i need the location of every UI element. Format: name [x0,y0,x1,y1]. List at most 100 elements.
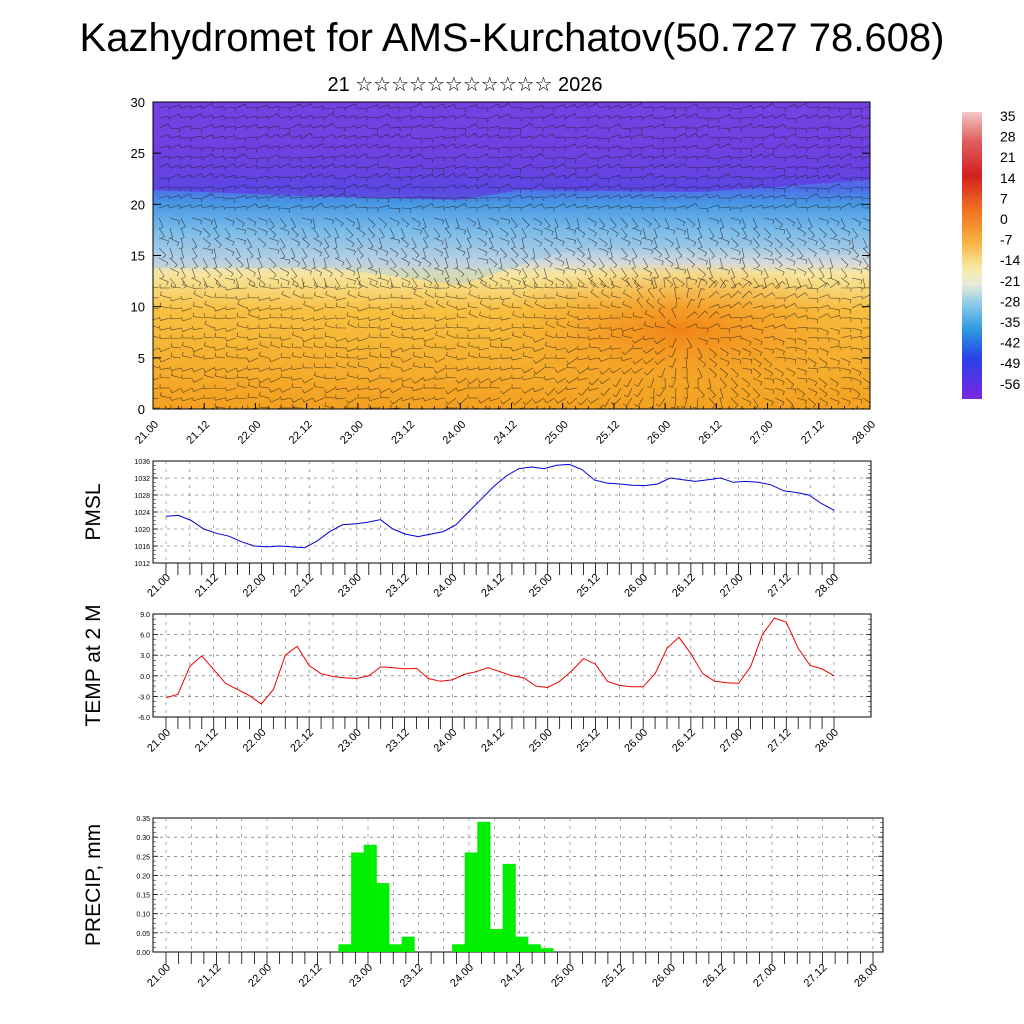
wind-barb-flag [159,358,162,363]
wind-barb [268,186,279,189]
wind-barb-flag [826,250,829,256]
wind-barb [611,347,622,350]
wind-barb-flag [496,221,499,226]
wind-barb [378,123,389,129]
wind-barb [818,174,829,179]
wind-barb-flag [610,291,613,296]
wind-barb-flag [848,241,851,246]
wind-barb [818,357,828,364]
wind-barb [565,143,576,149]
wind-barb [532,127,544,129]
wind-barb-flag [353,251,356,256]
wind-barb-flag [456,366,458,371]
wind-barb [334,204,345,209]
wind-barb [653,227,658,238]
wind-barb [499,237,510,242]
wind-barb-flag [489,379,492,383]
wind-barb-flag [507,281,510,286]
wind-barb-flag [633,256,638,259]
wind-barb-flag [387,134,390,139]
wind-barb-flag [706,193,709,198]
wind-barb [477,247,488,253]
wind-barb [281,397,292,401]
wind-barb-flag [159,302,162,307]
wind-barb [631,257,636,268]
wind-barb-flag [300,176,302,181]
wind-barb [280,356,292,359]
wind-barb [829,164,840,169]
wind-barb [637,387,644,397]
wind-barb-flag [413,361,415,366]
wind-barb-flag [865,266,869,269]
wind-barb-flag [398,133,401,138]
wind-barb [193,397,204,402]
wind-barb-flag [691,254,695,258]
wind-barb [675,247,683,257]
wind-barb [535,367,545,375]
wind-barb-flag [467,366,469,371]
wind-barb [631,153,642,159]
wind-barb-flag [214,346,216,351]
wind-barb [730,357,741,361]
wind-barb [752,204,763,209]
wind-barb [752,327,763,331]
wind-barb [224,125,235,129]
wind-barb [433,156,444,159]
wind-barb-flag [740,325,742,330]
wind-barb-flag [204,281,206,286]
wind-barb [402,386,413,389]
x-tick-label: 21.12 [184,419,212,447]
wind-barb-flag [314,281,316,286]
wind-barb-flag [827,277,832,279]
wind-barb-flag [794,389,797,394]
wind-barb-flag [358,246,363,249]
wind-barb [290,196,302,199]
wind-barb [862,303,870,309]
wind-barb [301,237,310,245]
wind-barb [380,307,391,311]
wind-barb [159,377,171,379]
wind-barb-flag [817,175,819,180]
wind-barb-flag [817,368,819,373]
wind-barb [490,337,501,342]
wind-barb [818,206,829,209]
wind-barb-flag [293,275,298,279]
wind-barb [697,247,707,254]
wind-barb-flag [166,281,169,286]
wind-barb [697,387,705,396]
wind-barb [661,367,666,378]
wind-barb [796,227,806,234]
wind-barb-flag [167,240,169,245]
x-tick-label: 28.00 [850,419,878,447]
wind-barb-flag [597,164,599,169]
y-tick-label: 5 [138,351,145,366]
wind-barb [191,173,202,179]
wind-barb [851,295,862,299]
wind-barb [292,346,303,349]
wind-barb [455,144,466,149]
wind-barb-flag [344,114,346,119]
wind-barb [603,387,611,396]
wind-barb-flag [379,282,382,287]
wind-barb-flag [588,366,590,371]
wind-barb [543,257,553,264]
wind-barb [631,147,643,149]
wind-barb [807,347,818,350]
x-tick-label: 27.00 [718,572,746,600]
wind-barb [422,167,434,169]
wind-barb-flag [531,156,533,161]
wind-barb [345,115,356,119]
wind-barb [554,187,566,189]
wind-barb [730,301,740,309]
precip-bar [363,844,377,952]
wind-barb [468,327,479,332]
wind-barb [180,155,191,159]
wind-barb-flag [179,135,181,140]
wind-barb-flag [704,310,709,315]
wind-barb-flag [390,348,393,353]
wind-barb-flag [245,146,247,151]
wind-barb [180,193,191,199]
wind-barb-flag [651,240,653,245]
wind-barb-flag [423,282,426,287]
wind-barb [840,113,851,119]
